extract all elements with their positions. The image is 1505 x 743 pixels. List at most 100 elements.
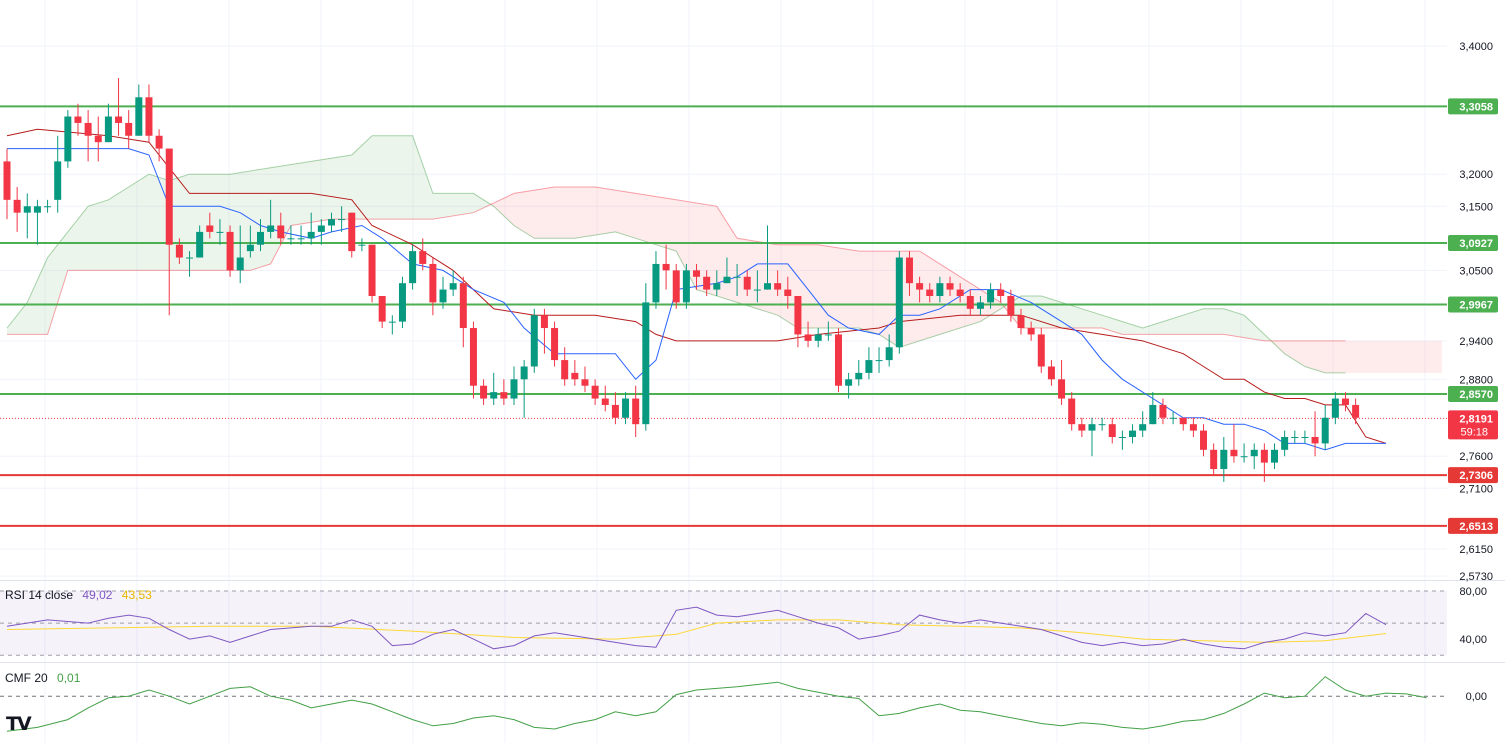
candle-body-up <box>1271 449 1278 463</box>
support-level-value: 2,6513 <box>1459 521 1493 533</box>
candle-body-down <box>632 398 640 425</box>
candle-body-up <box>327 219 335 226</box>
resistance-level-tag <box>1448 386 1498 403</box>
candle-body-up <box>764 283 771 290</box>
candle-body-up <box>104 116 112 143</box>
candle-body-down <box>591 385 599 399</box>
candle-body-down <box>1341 398 1349 405</box>
candle-body-down <box>784 289 792 296</box>
candle-body-down <box>84 122 92 136</box>
candle-body-down <box>1200 430 1208 450</box>
candle-body-down <box>540 315 548 329</box>
candle-body-down <box>1037 334 1045 367</box>
price-tick-label: 3,0500 <box>1459 265 1493 277</box>
candle-body-up <box>439 289 447 303</box>
candle-body-up <box>1281 436 1289 450</box>
candle-body-up <box>297 238 305 240</box>
candle-body-up <box>236 257 244 271</box>
candle-body-up <box>1118 436 1126 438</box>
price-tick-label: 2,9400 <box>1459 336 1493 348</box>
cmf-legend: CMF 20 0,01 <box>5 671 86 685</box>
last-price-tag <box>1448 410 1498 440</box>
candle-body-up <box>976 302 984 309</box>
candle-body-down <box>480 385 488 399</box>
candle-body-down <box>804 334 812 341</box>
candle-body-down <box>1068 398 1076 425</box>
price-tick-label: 2,8800 <box>1459 374 1493 386</box>
candle-body-up <box>44 206 52 208</box>
candle-body-down <box>459 283 467 329</box>
candle-body-down <box>429 263 437 303</box>
candle-body-down <box>611 404 619 418</box>
candle-body-up <box>723 276 731 284</box>
candle-body-up <box>338 219 346 221</box>
candle-body-down <box>378 295 386 322</box>
candle-body-up <box>33 206 41 213</box>
candle-body-down <box>155 135 163 149</box>
candle-body-down <box>916 283 924 290</box>
last-price-value: 2,8191 <box>1459 413 1493 425</box>
resistance-level-value: 3,0927 <box>1459 238 1493 250</box>
candle-body-down <box>74 116 82 123</box>
candle-body-down <box>1017 315 1025 329</box>
candle-body-down <box>774 283 782 290</box>
candle-body-up <box>855 372 863 380</box>
rsi-tick-label: 80,00 <box>1459 586 1487 598</box>
candle-body-up <box>64 116 72 162</box>
candle-body-down <box>794 295 802 335</box>
candle-body-down <box>368 244 376 296</box>
price-tick-label: 3,4000 <box>1459 41 1493 53</box>
candle-body-down <box>1007 295 1015 316</box>
candle-body-up <box>895 257 903 348</box>
rsi-ma-value: 43,53 <box>121 588 152 602</box>
candle-body-down <box>966 295 974 309</box>
candle-body-up <box>510 379 518 399</box>
candle-body-down <box>997 289 1005 296</box>
candle-body-down <box>1058 379 1066 399</box>
rsi-title: RSI 14 close <box>5 588 74 602</box>
candle-body-up <box>824 334 832 336</box>
ichimoku-kijun-line <box>6 128 1387 444</box>
ichimoku-cloud-bullish <box>7 135 489 335</box>
candle-body-up <box>257 231 264 245</box>
rsi-value: 49,02 <box>82 588 113 602</box>
candle-body-up <box>1220 449 1228 470</box>
rsi-legend: RSI 14 close 49,02 43,53 <box>5 588 158 602</box>
candle-body-up <box>449 283 457 290</box>
resistance-level-value: 2,9967 <box>1459 300 1493 312</box>
tradingview-logo[interactable]: TV <box>6 713 32 735</box>
candle-body-up <box>987 289 995 303</box>
candle-body-down <box>175 244 183 258</box>
candle-body-down <box>571 372 579 380</box>
candle-body-up <box>216 231 224 233</box>
resistance-level-value: 2,8570 <box>1459 389 1493 401</box>
candle-body-down <box>561 360 569 380</box>
candle-body-up <box>388 321 396 323</box>
candle-body-up <box>885 347 893 361</box>
candle-body-up <box>1291 436 1299 438</box>
candle-body-down <box>206 225 214 232</box>
candle-body-down <box>125 122 133 136</box>
candle-body-down <box>581 379 589 386</box>
candle-body-down <box>1078 424 1086 431</box>
candle-body-down <box>1230 449 1238 457</box>
candle-body-up <box>814 334 822 341</box>
price-tick-label: 2,7100 <box>1459 483 1493 495</box>
candle-body-up <box>1149 404 1157 425</box>
price-tick-label: 3,1500 <box>1459 201 1493 213</box>
candle-body-up <box>54 161 62 200</box>
candle-body-up <box>865 360 873 373</box>
candle-body-up <box>1321 417 1329 444</box>
candle-body-up <box>1240 456 1248 458</box>
resistance-level-tag <box>1448 98 1498 115</box>
candle-body-down <box>834 334 842 386</box>
cmf-title: CMF 20 <box>5 671 48 685</box>
candle-body-up <box>196 231 204 258</box>
candle-body-down <box>145 97 153 136</box>
candle-body-down <box>469 328 477 386</box>
candle-body-up <box>845 379 853 386</box>
candle-body-down <box>277 225 285 239</box>
candle-body-down <box>1352 404 1360 418</box>
candle-body-down <box>946 283 954 290</box>
